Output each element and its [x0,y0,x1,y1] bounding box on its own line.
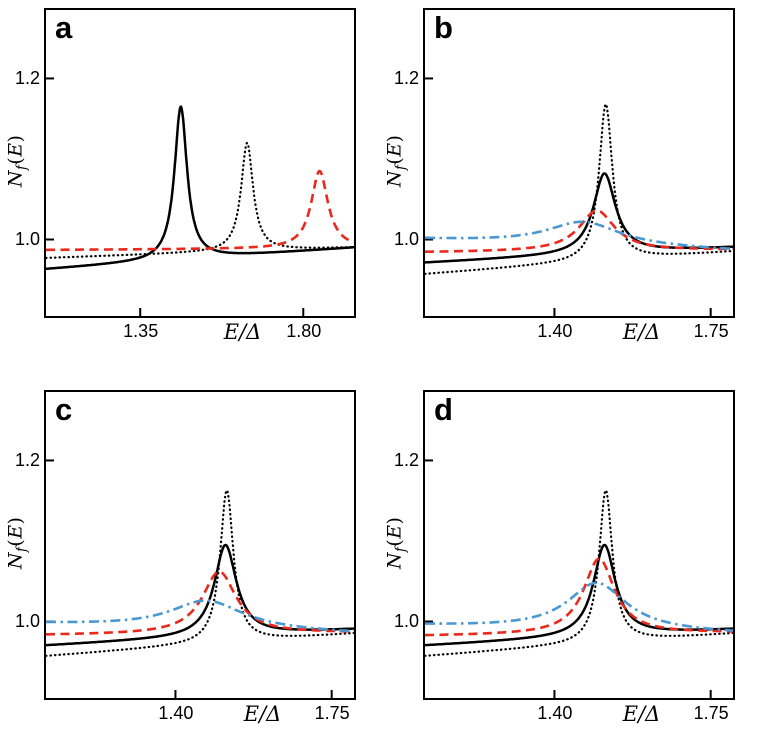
plot-area-a: a [44,8,356,318]
x-tick-label: 1.75 [693,321,729,341]
curve-dashed-red [425,557,733,637]
curve-dotted-black [425,102,733,275]
plot-canvas-c [46,459,354,698]
y-tick-label: 1.2 [14,67,40,88]
x-tick-label: 1.80 [286,321,322,341]
curve-dashed-red [46,570,354,636]
x-tick-label: 1.35 [123,321,159,341]
panel-a: Nf(E) a 1.35 1.80 1.0 1.2 E/Δ [0,0,378,357]
x-axis-label: E/Δ [622,320,661,344]
x-tick-label: 1.40 [537,703,573,723]
panel-letter-d: d [434,392,453,427]
x-tick-label: 1.40 [537,321,573,341]
x-tick-label: 1.40 [158,703,194,723]
panel-letter-a: a [55,10,73,45]
panel-b: Nf(E) b 1.40 1.75 1.0 1.2 E/Δ [379,0,757,357]
y-axis-label: Nf(E) [2,8,32,314]
plot-canvas-a [46,77,354,316]
curve-dashed-red [425,209,733,254]
y-axis-label-text: Nf(E) [383,516,409,570]
curve-dotted-black [46,488,354,657]
y-axis-label: Nf(E) [381,8,411,314]
curve-dashdot-blue [425,581,733,632]
curve-dashdot-blue [46,599,354,633]
plot-area-b: b [423,8,735,318]
y-axis-label-text: Nf(E) [4,516,30,570]
plot-canvas-d [425,459,733,698]
y-tick-label: 1.0 [393,611,419,631]
plot-area-c: c [44,390,356,700]
y-tick-label: 1.0 [14,229,40,249]
curve-solid-black [46,543,354,647]
panel-d: Nf(E) d 1.40 1.75 1.0 1.2 E/Δ [379,382,757,739]
y-axis-label-text: Nf(E) [4,134,30,188]
panel-letter-b: b [434,10,453,45]
x-axis-label: E/Δ [243,702,282,726]
y-tick-label: 1.0 [14,611,40,631]
panel-letter-c: c [55,392,73,427]
y-tick-label: 1.2 [393,449,419,470]
x-axis-label: E/Δ [223,320,262,344]
y-tick-label: 1.2 [393,67,419,88]
y-axis-label: Nf(E) [2,390,32,696]
y-axis-label-text: Nf(E) [383,134,409,188]
x-tick-label: 1.75 [693,703,729,723]
curve-solid-black [46,105,354,271]
y-axis-label: Nf(E) [381,390,411,696]
curve-dashdot-blue [425,220,733,251]
y-tick-label: 1.2 [14,449,40,470]
x-tick-label: 1.75 [314,703,350,723]
curve-solid-black [425,543,733,647]
x-axis-label: E/Δ [622,702,661,726]
curve-dotted-black [425,488,733,657]
plot-area-d: d [423,390,735,700]
y-tick-label: 1.0 [393,229,419,249]
curve-dotted-black [46,141,354,259]
panel-c: Nf(E) c 1.40 1.75 1.0 1.2 E/Δ [0,382,378,739]
plot-canvas-b [425,77,733,316]
curve-dashed-red [46,169,354,252]
